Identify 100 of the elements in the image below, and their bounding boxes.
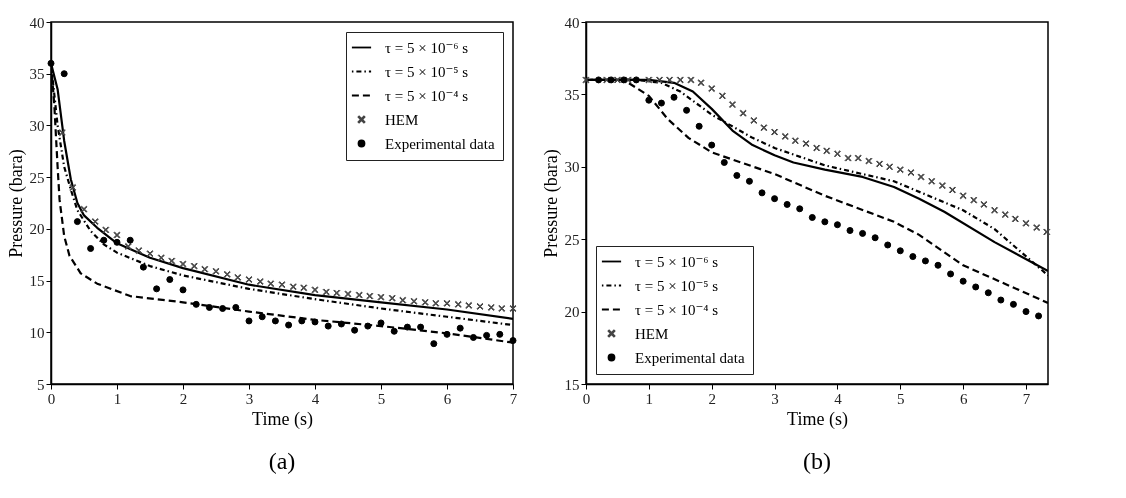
point <box>1011 215 1019 223</box>
point <box>1043 228 1051 236</box>
point <box>403 323 411 331</box>
point <box>1022 308 1030 316</box>
point <box>298 317 306 325</box>
point <box>896 247 904 255</box>
y-tick-label: 20 <box>564 304 580 321</box>
point <box>948 186 956 194</box>
point <box>205 303 213 311</box>
point <box>91 218 99 226</box>
point <box>337 320 345 328</box>
point <box>496 330 504 338</box>
point <box>113 238 121 246</box>
point <box>223 270 231 278</box>
legend-label: τ = 5 × 10⁻⁵ s <box>385 63 469 80</box>
point <box>80 205 88 213</box>
point <box>907 169 915 177</box>
point <box>959 277 967 285</box>
point <box>157 254 165 262</box>
point <box>366 292 374 300</box>
x-tick-label: 3 <box>771 390 779 407</box>
point <box>1009 300 1017 308</box>
point <box>938 182 946 190</box>
point <box>324 322 332 330</box>
legend-label: Experimental data <box>385 135 495 152</box>
point <box>322 288 330 296</box>
point <box>876 160 884 168</box>
point <box>632 76 640 84</box>
point <box>1001 211 1009 219</box>
point <box>657 99 665 107</box>
point <box>232 303 240 311</box>
y-tick-label: 20 <box>29 221 45 238</box>
y-tick-label: 35 <box>564 86 580 103</box>
point <box>796 205 804 213</box>
point <box>289 283 297 291</box>
point <box>695 122 703 130</box>
point <box>620 76 628 84</box>
point <box>781 132 789 140</box>
point <box>271 317 279 325</box>
point <box>432 299 440 307</box>
point <box>934 261 942 269</box>
point <box>179 286 187 294</box>
point <box>390 327 398 335</box>
point <box>846 227 854 235</box>
point <box>980 200 988 208</box>
point <box>783 200 791 208</box>
x-tick-label: 4 <box>311 390 320 407</box>
point <box>443 299 451 307</box>
x-tick-label: 6 <box>959 390 968 407</box>
point <box>670 93 678 101</box>
point <box>760 124 768 132</box>
point <box>656 76 664 84</box>
point <box>970 196 978 204</box>
point <box>417 323 425 331</box>
point <box>728 101 736 109</box>
point <box>1035 312 1043 320</box>
point <box>1033 224 1041 232</box>
point <box>720 158 728 166</box>
point <box>896 166 904 174</box>
point <box>377 319 385 327</box>
text: (a) <box>268 448 296 474</box>
point <box>884 241 892 249</box>
point <box>179 260 187 268</box>
point <box>483 331 491 339</box>
x-tick-label: 5 <box>377 390 386 407</box>
x-tick-label: 7 <box>1022 390 1031 407</box>
point <box>947 270 955 278</box>
point <box>311 286 319 294</box>
x-axis-title: Time (s) <box>252 408 313 430</box>
point <box>844 154 852 162</box>
point <box>498 305 506 312</box>
point <box>917 173 925 181</box>
point <box>823 147 831 155</box>
y-tick-label: 15 <box>564 376 580 393</box>
y-tick-label: 35 <box>29 66 45 83</box>
point <box>808 213 816 221</box>
point <box>100 236 108 244</box>
point <box>687 76 695 84</box>
point <box>833 150 841 158</box>
point <box>739 109 747 117</box>
point <box>126 236 134 244</box>
legend-label: τ = 5 × 10⁻⁴ s <box>635 301 719 318</box>
point <box>212 267 220 275</box>
legend-label: τ = 5 × 10⁻⁴ s <box>385 87 469 104</box>
point <box>245 317 253 325</box>
point <box>465 301 473 309</box>
point <box>102 226 110 234</box>
point <box>421 298 429 306</box>
y-tick-label: 10 <box>29 324 45 341</box>
x-tick-label: 4 <box>834 390 843 407</box>
point <box>469 333 477 341</box>
point <box>278 281 286 289</box>
point <box>58 129 66 137</box>
point <box>311 318 319 326</box>
point <box>399 296 407 304</box>
point <box>219 305 227 312</box>
point <box>333 289 341 297</box>
point <box>285 321 293 329</box>
point <box>745 177 753 185</box>
legend-label: τ = 5 × 10⁻⁶ s <box>385 39 469 56</box>
